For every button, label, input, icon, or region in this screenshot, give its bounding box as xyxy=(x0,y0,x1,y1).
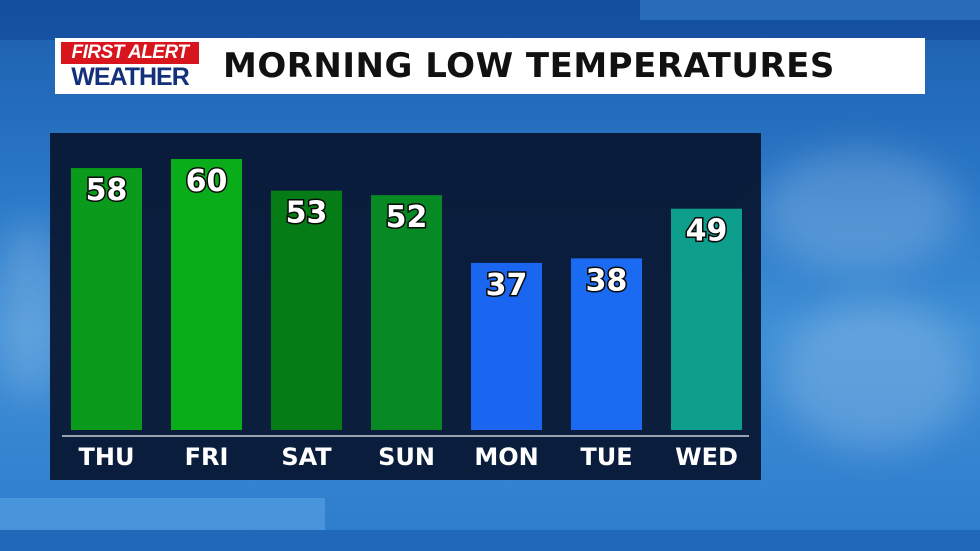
bar-tue xyxy=(571,258,642,430)
bar-value-label: 53 xyxy=(286,196,328,231)
day-label: TUE xyxy=(580,443,632,471)
day-label: SAT xyxy=(281,443,332,471)
background-band xyxy=(0,0,980,40)
bar-fri xyxy=(171,159,242,430)
day-label: MON xyxy=(474,443,538,471)
bar-value-label: 49 xyxy=(686,214,728,249)
logo-weather: WEATHER xyxy=(71,63,190,91)
logo-first-alert: FIRST ALERT xyxy=(61,42,199,64)
background-band xyxy=(0,498,325,530)
background-cloud xyxy=(760,150,960,270)
page-title: MORNING LOW TEMPERATURES xyxy=(223,46,835,86)
day-label: SUN xyxy=(378,443,435,471)
bar-value-label: 52 xyxy=(386,200,428,235)
background-cloud xyxy=(780,300,970,450)
day-label: FRI xyxy=(185,443,229,471)
chart-panel: 58 THU 60 FRI 53 SAT 52 SUN 37 MON 38 TUE 49 WED xyxy=(50,133,761,480)
bar-mon xyxy=(471,262,542,430)
bar-thu xyxy=(71,168,142,430)
bar-value-label: 38 xyxy=(586,263,628,298)
bar-sat xyxy=(271,190,342,430)
bar-chart: 58 THU 60 FRI 53 SAT 52 SUN 37 MON 38 TUE 49 WED xyxy=(62,159,749,471)
background-band xyxy=(640,0,980,20)
title-bar: FIRST ALERT WEATHER MORNING LOW TEMPERAT… xyxy=(55,38,925,94)
first-alert-weather-logo: FIRST ALERT WEATHER xyxy=(61,42,199,90)
bar-sun xyxy=(371,195,442,430)
background-band xyxy=(0,530,980,551)
bar-wed xyxy=(671,208,742,430)
bar-value-label: 60 xyxy=(186,164,228,199)
bar-value-label: 37 xyxy=(486,268,528,303)
bar-value-label: 58 xyxy=(86,173,128,208)
day-label: THU xyxy=(79,443,135,471)
day-label: WED xyxy=(675,443,738,471)
